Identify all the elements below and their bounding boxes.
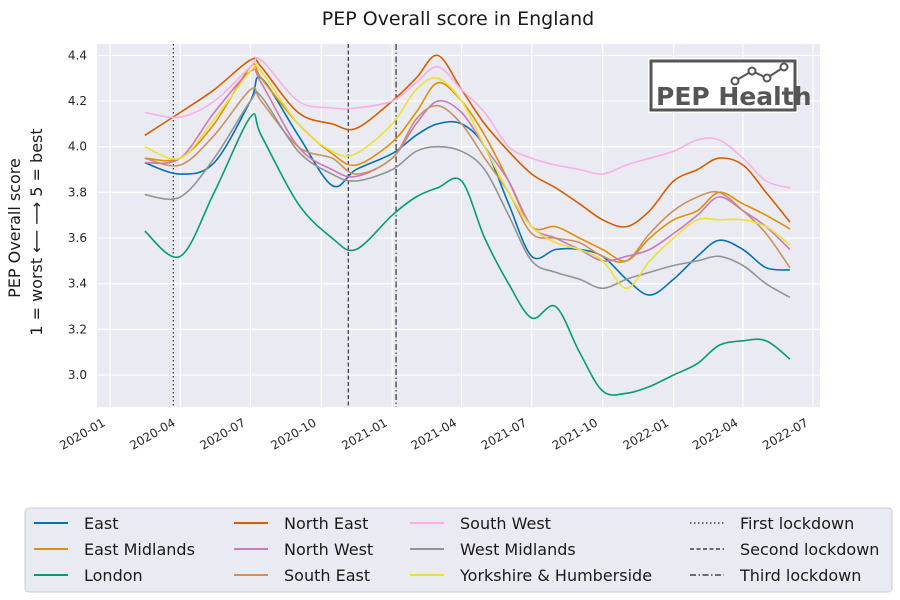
logo-background [648,58,798,113]
y-tick-label: 3.2 [68,322,87,336]
y-tick-label: 3.0 [68,368,87,382]
legend-label: First lockdown [740,514,854,533]
series-line-yorkshire-humberside [144,64,791,290]
x-tick-label: 2022-01 [621,415,671,452]
series-line-west-midlands [144,90,791,299]
x-tick-label: 2021-10 [550,415,600,452]
legend: East East Midlands London North East North W… [34,514,879,585]
x-tick-label: 2021-04 [409,415,459,452]
y-tick-label: 4.0 [68,140,87,154]
legend-label: North East [284,514,368,533]
y-tick-label: 3.8 [68,185,87,199]
logo-text: PEP Health [656,82,812,111]
chart-title: PEP Overall score in England [322,8,595,30]
x-tick-label: 2021-07 [479,415,529,452]
x-tick-label: 2020-01 [57,415,107,452]
y-axis-label-line1: PEP Overall score [5,158,24,298]
legend-label: Third lockdown [739,566,861,585]
y-tick-label: 3.4 [68,277,87,291]
y-tick-label: 4.4 [68,48,87,62]
series-line-east-midlands [144,63,791,262]
legend-label: North West [284,540,373,559]
x-tick-label: 2020-10 [268,415,318,452]
legend-label: Second lockdown [740,540,879,559]
legend-label: East Midlands [84,540,195,559]
x-tick-label: 2020-04 [127,415,177,452]
y-tick-label: 4.2 [68,94,87,108]
x-tick-labels: 2020-01 2020-04 2020-07 2020-10 2021-01 2021-… [57,415,810,452]
series-lines [144,54,791,396]
legend-label: West Midlands [460,540,576,559]
x-tick-label: 2022-04 [690,415,740,452]
x-tick-label: 2021-01 [339,415,389,452]
legend-label: London [84,566,143,585]
y-tick-labels: 3.0 3.2 3.4 3.6 3.8 4.0 4.2 4.4 [68,48,87,382]
legend-label: Yorkshire & Humberside [459,566,652,585]
x-tick-label: 2020-07 [197,415,247,452]
legend-label: South West [460,514,551,533]
y-axis-label-line2: 1 = worst ⟵ ⟶ 5 = best [27,128,46,335]
line-chart-icon [730,62,789,86]
series-line-north-west [144,68,791,262]
series-line-london [144,113,791,396]
y-tick-label: 3.6 [68,231,87,245]
pep-health-logo: PEP Health [648,58,812,113]
legend-label: East [84,514,119,533]
lockdown-lines [172,44,397,407]
series-line-south-west [144,56,791,189]
legend-label: South East [284,566,370,585]
series-line-north-east [144,54,791,228]
legend-box [24,507,893,593]
series-line-south-east [144,86,791,269]
logo-border [649,59,797,112]
x-tick-label: 2022-07 [760,415,810,452]
